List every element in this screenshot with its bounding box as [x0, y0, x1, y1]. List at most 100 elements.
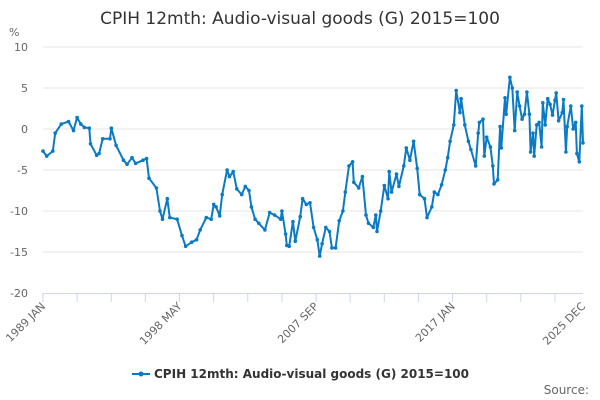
data-point	[508, 75, 512, 80]
data-point	[121, 158, 126, 162]
data-point	[287, 244, 292, 249]
data-point	[375, 229, 379, 234]
data-point	[158, 209, 162, 213]
data-point	[378, 209, 383, 213]
data-point	[432, 190, 437, 194]
data-point	[528, 150, 533, 154]
legend-label[interactable]: CPIH 12mth: Audio-visual goods (G) 2015=…	[154, 367, 469, 381]
data-point	[204, 215, 209, 220]
data-point	[235, 187, 239, 191]
x-tick-label: 1998 MAY	[137, 300, 185, 348]
data-point	[168, 215, 172, 220]
data-point	[573, 120, 578, 125]
data-point	[491, 164, 495, 168]
data-point	[298, 214, 303, 219]
data-point	[272, 213, 277, 217]
data-point	[577, 160, 582, 164]
data-point	[466, 139, 471, 144]
data-point	[397, 184, 401, 189]
data-point	[225, 168, 229, 172]
data-point	[550, 113, 555, 117]
data-point	[330, 246, 334, 250]
gridlines	[43, 46, 583, 253]
data-point	[211, 202, 216, 207]
data-point	[387, 169, 392, 174]
data-point	[337, 219, 342, 223]
data-point	[227, 174, 232, 179]
data-point	[459, 96, 463, 101]
data-point	[109, 126, 114, 130]
data-point	[565, 124, 569, 129]
data-point	[564, 150, 568, 154]
data-point	[263, 228, 267, 232]
data-point	[580, 104, 584, 108]
x-tick-label: 2025 DEC	[540, 300, 588, 348]
data-point	[386, 196, 390, 201]
data-point	[183, 244, 188, 249]
data-point	[53, 131, 57, 135]
x-tick-label: 2007 SEP	[275, 300, 321, 346]
data-point	[356, 186, 361, 190]
data-point	[154, 186, 159, 190]
data-point	[510, 86, 515, 90]
data-point	[382, 183, 387, 188]
data-point	[527, 112, 532, 116]
data-point	[541, 101, 545, 105]
data-point	[194, 237, 199, 242]
data-point	[247, 188, 251, 193]
y-tick-label: -15	[10, 246, 28, 259]
data-point	[333, 246, 338, 250]
data-point	[525, 90, 529, 94]
data-point	[125, 162, 129, 167]
data-point	[498, 124, 502, 129]
y-axis-label: %	[9, 26, 19, 39]
data-point	[327, 229, 332, 234]
data-point	[317, 254, 322, 258]
data-point	[320, 242, 324, 246]
data-point	[71, 128, 76, 133]
data-point	[556, 119, 561, 123]
legend-marker-icon	[138, 371, 144, 377]
data-point	[404, 146, 409, 150]
data-point	[114, 143, 118, 148]
data-point	[291, 219, 295, 224]
data-point	[189, 240, 194, 244]
data-point	[220, 192, 224, 197]
data-point	[548, 102, 552, 107]
data-point	[300, 196, 305, 201]
data-point	[482, 154, 487, 158]
data-point	[341, 209, 345, 213]
data-point	[360, 174, 365, 179]
y-tick-label: -20	[10, 287, 28, 300]
data-point	[231, 169, 235, 174]
data-point	[415, 166, 420, 171]
y-tick-label: 10	[14, 41, 28, 54]
series	[41, 75, 585, 258]
data-point	[278, 217, 283, 221]
data-point	[553, 98, 557, 103]
data-point	[443, 168, 448, 172]
data-point	[411, 139, 416, 144]
data-point	[352, 180, 356, 185]
data-point	[243, 184, 248, 189]
data-point	[512, 128, 517, 133]
data-point	[543, 123, 547, 127]
data-point	[484, 135, 489, 139]
data-point	[141, 158, 145, 162]
data-point	[293, 239, 298, 244]
data-point	[217, 214, 222, 218]
data-point	[75, 115, 79, 120]
data-point	[425, 215, 429, 220]
data-point	[97, 151, 101, 156]
data-point	[499, 146, 504, 150]
data-point	[51, 149, 55, 153]
data-point	[79, 122, 83, 126]
legend[interactable]: CPIH 12mth: Audio-visual goods (G) 2015=…	[132, 367, 469, 381]
data-point	[504, 112, 509, 116]
data-point	[87, 126, 92, 130]
data-point	[366, 221, 371, 226]
data-point	[517, 104, 522, 108]
data-point	[571, 127, 575, 131]
data-point	[324, 225, 328, 230]
source-label: Source:	[544, 383, 589, 397]
